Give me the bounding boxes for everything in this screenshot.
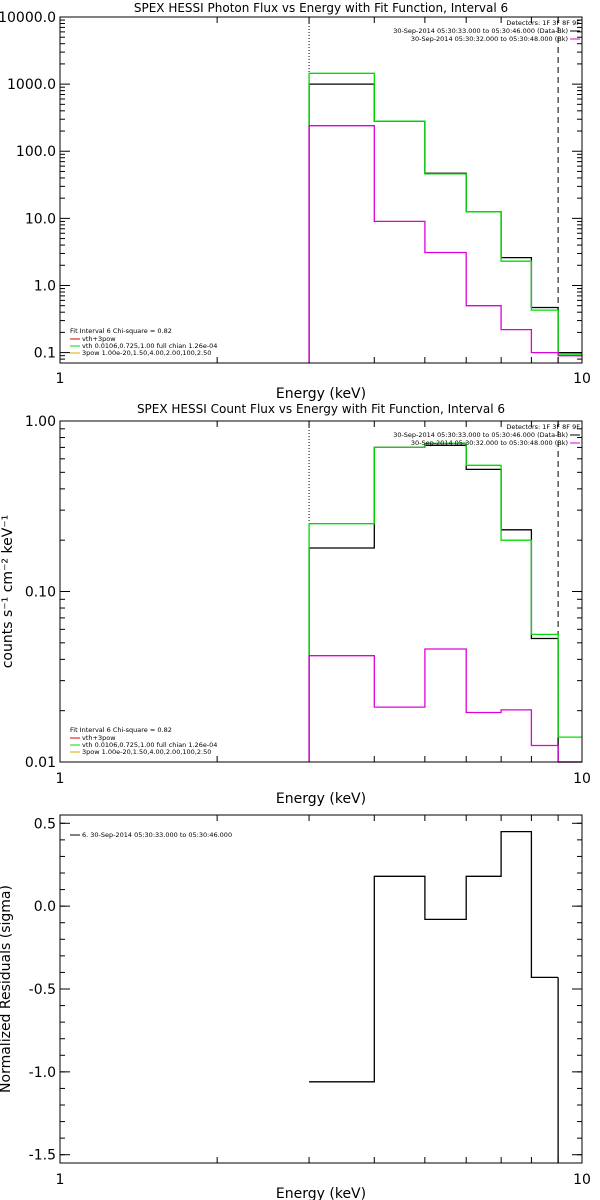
series-line-2 [308,442,582,762]
y-axis-label: Normalized Residuals (sigma) [0,885,14,1093]
legend-entry: 30-Sep-2014 05:30:32.000 to 05:30:48.000… [411,35,568,43]
chart-panel-2: SPEX HESSI Count Flux vs Energy with Fit… [0,402,591,807]
series-line-3 [308,125,582,363]
fit-legend-entry: vth 0.0106,0.725,1.00 full chian 1.26e-0… [82,342,217,350]
y-tick-label: 0.01 [25,755,56,771]
y-tick-label: 1.00 [25,414,56,430]
y-tick-label: 100.0 [16,144,56,160]
chart-panel-1: SPEX HESSI Photon Flux vs Energy with Fi… [0,1,591,402]
series-line-2 [308,72,582,363]
series-line-1 [309,830,559,1083]
y-axis-label: counts s⁻¹ cm⁻² keV⁻¹ [0,515,16,669]
legend-header: Detectors: 1F 3F 8F 9F [506,19,580,27]
legend-entry: 30-Sep-2014 05:30:33.000 to 05:30:46.000… [393,27,568,35]
series-line-3 [308,648,582,763]
fit-legend-entry: vth 0.0106,0.725,1.00 full chian 1.26e-0… [82,741,217,749]
x-tick-label: 10 [573,1172,591,1188]
fit-legend-entry: 3pow 1.00e-20,1.50,4.00,2.00,100,2.50 [82,748,211,756]
x-axis-label: Energy (keV) [276,1186,366,1200]
chart-title: SPEX HESSI Photon Flux vs Energy with Fi… [134,1,508,15]
fit-legend-entry: vth+3pow [82,335,116,343]
y-tick-label: 0.10 [25,585,56,601]
x-axis-label: Energy (keV) [276,386,366,402]
legend-header: Detectors: 1F 3F 8F 9F [506,423,580,431]
series-line-1 [308,444,582,763]
fit-legend-entry: vth+3pow [82,734,116,742]
fit-legend-header: Fit Interval 6 Chi-square = 0.82 [70,327,172,335]
y-tick-label: 1000.0 [7,77,56,93]
y-tick-label: 10000.0 [0,10,56,26]
x-tick-label: 1 [56,771,65,787]
fit-legend-header: Fit Interval 6 Chi-square = 0.82 [70,726,172,734]
y-tick-label: -0.5 [29,982,56,998]
legend-entry: 30-Sep-2014 05:30:33.000 to 05:30:46.000… [393,431,568,439]
y-tick-label: 1.0 [34,278,56,294]
x-tick-label: 1 [56,371,65,387]
y-tick-label: 10.0 [25,211,56,227]
chart-title: SPEX HESSI Count Flux vs Energy with Fit… [137,402,505,416]
x-axis-label: Energy (keV) [276,791,366,807]
chart-panel-3: 1 10 0.5 0.0 -0.5 -1.0 -1.5 Energy (keV) Normali… [0,814,591,1200]
fit-legend-entry: 3pow 1.00e-20,1.50,4.00,2.00,100,2.50 [82,349,211,357]
y-tick-label: -1.5 [29,1148,56,1164]
y-tick-label: 0.0 [34,899,56,915]
y-tick-label: 0.1 [34,346,56,362]
legend-entry: 6. 30-Sep-2014 05:30:33.000 to 05:30:46.… [82,831,232,839]
x-tick-label: 1 [56,1172,65,1188]
plot-frame [59,420,583,763]
plot-frame [59,814,583,1164]
plot-frame [59,16,583,364]
x-tick-label: 10 [573,371,591,387]
x-tick-label: 10 [573,771,591,787]
y-tick-label: -1.0 [29,1065,56,1081]
y-tick-label: 0.5 [34,816,56,832]
legend-entry: 30-Sep-2014 05:30:32.000 to 05:30:48.000… [411,439,568,447]
